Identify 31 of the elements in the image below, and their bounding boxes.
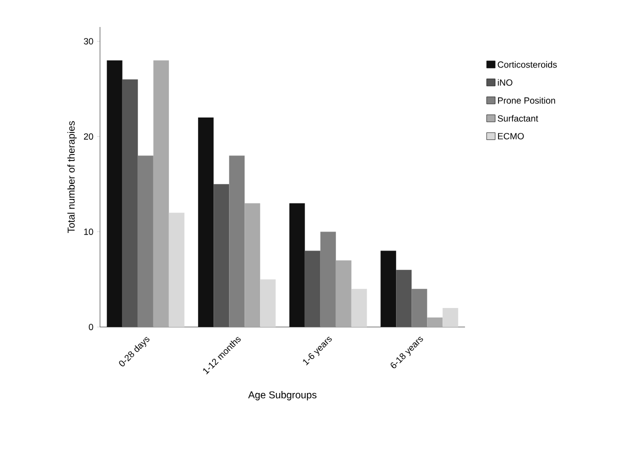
bar — [442, 308, 458, 327]
legend-label: ECMO — [498, 132, 524, 140]
legend-label: iNO — [498, 79, 512, 86]
y-tick-label: 30 — [84, 38, 94, 44]
bar — [122, 79, 138, 327]
bar — [412, 288, 428, 327]
bar — [106, 60, 122, 327]
bar — [244, 203, 260, 327]
legend-label: Surfactant — [498, 115, 538, 122]
bar — [427, 317, 443, 327]
bar — [351, 288, 367, 327]
y-tick-label: 20 — [84, 133, 94, 140]
y-tick-label: 10 — [84, 228, 94, 235]
bar — [380, 250, 396, 327]
bar — [198, 117, 214, 327]
legend-label: Prone Position — [498, 97, 556, 104]
bar — [260, 279, 276, 327]
bar — [336, 260, 352, 327]
x-axis-title: Age Subgroups — [248, 391, 316, 400]
y-axis-title: Total number of therapies — [67, 121, 77, 233]
bar — [214, 184, 230, 327]
legend-label: Corticosteroids — [498, 61, 557, 68]
bar — [138, 156, 154, 327]
bar — [289, 203, 305, 327]
bar — [153, 60, 169, 327]
bar — [304, 250, 320, 327]
bar — [229, 156, 245, 327]
bar — [396, 270, 412, 327]
bar — [168, 212, 184, 327]
y-tick-label: 0 — [88, 324, 94, 330]
bar — [320, 232, 336, 327]
